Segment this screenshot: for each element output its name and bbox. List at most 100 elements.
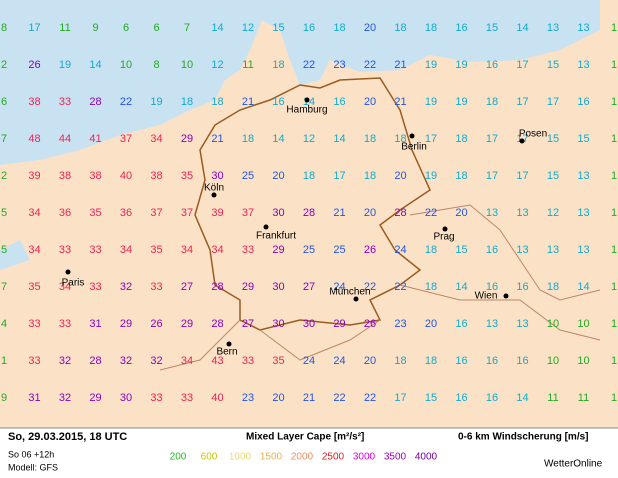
shear-value: 21 bbox=[333, 207, 345, 219]
shear-value: 18 bbox=[425, 281, 437, 293]
shear-value: 16 bbox=[516, 355, 528, 367]
shear-value: 30 bbox=[272, 281, 284, 293]
cape-legend-label: 2000 bbox=[291, 452, 314, 463]
shear-value: 16 bbox=[486, 59, 498, 71]
shear-value: 13 bbox=[577, 59, 589, 71]
shear-value: 18 bbox=[303, 170, 315, 182]
shear-value: 22 bbox=[364, 392, 376, 404]
shear-value: 5 bbox=[1, 207, 7, 219]
shear-value: 24 bbox=[333, 355, 345, 367]
shear-value: 26 bbox=[28, 59, 40, 71]
shear-value: 18 bbox=[455, 133, 467, 145]
shear-value: 28 bbox=[89, 96, 101, 108]
shear-value: 15 bbox=[425, 392, 437, 404]
cape-legend-label: 200 bbox=[170, 452, 187, 463]
shear-value: 22 bbox=[425, 207, 437, 219]
shear-value: 28 bbox=[303, 207, 315, 219]
shear-value: 28 bbox=[211, 318, 223, 330]
shear-value: 18 bbox=[547, 281, 559, 293]
shear-value: 39 bbox=[211, 207, 223, 219]
shear-value: 18 bbox=[181, 96, 193, 108]
city-label: Berlin bbox=[401, 142, 427, 153]
model: Modell: GFS bbox=[8, 462, 58, 472]
brand: WetterOnline bbox=[544, 459, 603, 470]
shear-value: 34 bbox=[181, 355, 193, 367]
shear-value: 6 bbox=[1, 96, 7, 108]
shear-value: 29 bbox=[272, 244, 284, 256]
shear-value: 25 bbox=[303, 244, 315, 256]
city-label: Bern bbox=[216, 347, 237, 358]
shear-value: 35 bbox=[89, 207, 101, 219]
shear-value: 20 bbox=[272, 392, 284, 404]
city-label: Wien bbox=[475, 291, 498, 302]
shear-value: 32 bbox=[150, 355, 162, 367]
shear-value: 19 bbox=[425, 59, 437, 71]
footer bbox=[0, 428, 618, 478]
sea bbox=[0, 240, 30, 270]
shear-value: 20 bbox=[394, 170, 406, 182]
shear-value: 23 bbox=[333, 59, 345, 71]
shear-value: 30 bbox=[120, 392, 132, 404]
border bbox=[194, 77, 431, 331]
cape-legend-label: 1500 bbox=[260, 452, 283, 463]
shear-value: 21 bbox=[303, 392, 315, 404]
shear-value: 14 bbox=[89, 59, 101, 71]
shear-value: 6 bbox=[123, 22, 129, 34]
shear-value: 8 bbox=[1, 22, 7, 34]
shear-value: 10 bbox=[547, 318, 559, 330]
shear-value: 18 bbox=[211, 96, 223, 108]
shear-value: 37 bbox=[181, 207, 193, 219]
shear-value: 21 bbox=[242, 96, 254, 108]
shear-value: 16 bbox=[455, 355, 467, 367]
shear-value: 48 bbox=[28, 133, 40, 145]
shear-value: 22 bbox=[303, 59, 315, 71]
shear-value: 19 bbox=[425, 170, 437, 182]
shear-value: 19 bbox=[455, 59, 467, 71]
shear-value: 22 bbox=[333, 392, 345, 404]
shear-value: 33 bbox=[28, 355, 40, 367]
shear-value: 27 bbox=[303, 281, 315, 293]
shear-value: 24 bbox=[303, 355, 315, 367]
shear-value: 34 bbox=[150, 133, 162, 145]
shear-value: 29 bbox=[242, 281, 254, 293]
shear-value: 10 bbox=[181, 59, 193, 71]
shear-value: 19 bbox=[59, 59, 71, 71]
shear-value: 33 bbox=[59, 96, 71, 108]
shear-value: 18 bbox=[425, 355, 437, 367]
shear-value: 22 bbox=[120, 96, 132, 108]
city-marker bbox=[304, 97, 310, 103]
shear-value: 29 bbox=[89, 392, 101, 404]
shear-value: 21 bbox=[211, 133, 223, 145]
shear-value: 38 bbox=[28, 96, 40, 108]
shear-value: 1 bbox=[611, 355, 617, 367]
city-label: Frankfurt bbox=[256, 231, 296, 242]
shear-value: 38 bbox=[59, 170, 71, 182]
shear-value: 17 bbox=[516, 170, 528, 182]
shear-value: 16 bbox=[577, 96, 589, 108]
shear-value: 17 bbox=[547, 96, 559, 108]
shear-value: 28 bbox=[89, 355, 101, 367]
shear-value: 7 bbox=[1, 133, 7, 145]
shear-value: 20 bbox=[364, 207, 376, 219]
shear-value: 16 bbox=[516, 281, 528, 293]
shear-value: 10 bbox=[120, 59, 132, 71]
shear-value: 43 bbox=[211, 355, 223, 367]
shear-value: 29 bbox=[181, 318, 193, 330]
shear-value: 13 bbox=[577, 170, 589, 182]
shear-value: 15 bbox=[455, 244, 467, 256]
shear-value: 18 bbox=[394, 133, 406, 145]
shear-value: 40 bbox=[211, 392, 223, 404]
shear-value: 37 bbox=[242, 207, 254, 219]
shear-value: 15 bbox=[547, 170, 559, 182]
shear-value: 39 bbox=[28, 170, 40, 182]
shear-value: 17 bbox=[333, 170, 345, 182]
shear-value: 21 bbox=[394, 59, 406, 71]
shear-value: 1 bbox=[611, 133, 617, 145]
shear-value: 28 bbox=[211, 281, 223, 293]
shear-value: 23 bbox=[394, 318, 406, 330]
shear-value: 13 bbox=[516, 318, 528, 330]
shear-value: 10 bbox=[547, 355, 559, 367]
shear-value: 14 bbox=[516, 392, 528, 404]
shear-value: 18 bbox=[364, 170, 376, 182]
cape-legend-label: 3500 bbox=[384, 452, 407, 463]
